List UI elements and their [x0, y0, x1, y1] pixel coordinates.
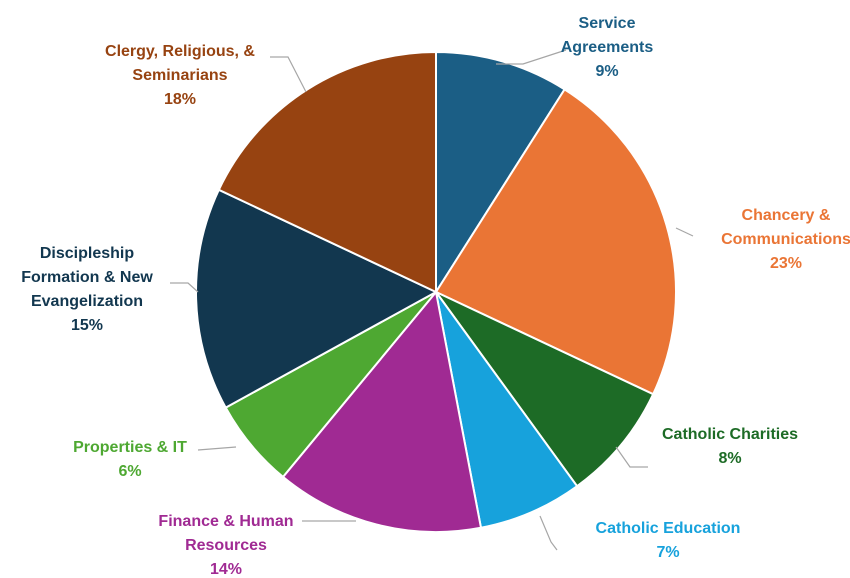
slice-category-label: Properties & IT	[73, 439, 187, 456]
slice-category-label: Seminarians	[132, 67, 227, 84]
slice-label-4: Catholic Education 7%	[596, 520, 741, 561]
slice-category-label: Clergy, Religious, &	[105, 43, 255, 60]
leader-line-1	[496, 49, 567, 65]
leader-line-3	[615, 446, 648, 468]
slice-category-label: Chancery &	[742, 207, 831, 224]
slice-category-label: Finance & Human	[158, 513, 293, 530]
slice-percent-label: 7%	[656, 544, 679, 561]
slice-labels: Service Agreements 9% Chancery & Communicati…	[21, 15, 850, 578]
slice-category-label: Evangelization	[31, 293, 143, 310]
pie-slice-4	[435, 291, 579, 529]
slice-percent-label: 23%	[770, 255, 802, 272]
pie-slice-1	[435, 50, 566, 296]
slice-percent-label: 14%	[210, 561, 242, 578]
leader-line-4	[539, 515, 558, 551]
slice-label-6: Properties & IT 6%	[73, 439, 187, 480]
slice-label-3: Catholic Charities 8%	[662, 426, 798, 467]
slice-label-8: Clergy, Religious, & Seminarians 18%	[105, 43, 255, 108]
slice-percent-label: 6%	[118, 463, 141, 480]
slice-percent-label: 9%	[595, 63, 618, 80]
pie-slice-8	[217, 50, 437, 294]
pie-slice-2	[434, 87, 677, 396]
slice-label-2: Chancery & Communications 23%	[721, 207, 850, 272]
pie-slice-7	[195, 188, 439, 409]
slice-category-label: Catholic Charities	[662, 426, 798, 443]
slice-percent-label: 15%	[71, 317, 103, 334]
leader-lines	[170, 49, 694, 551]
leader-line-2	[675, 227, 694, 237]
slice-label-5: Finance & Human Resources 14%	[158, 513, 293, 578]
slice-category-label: Formation & New	[21, 269, 153, 286]
pie-slices	[195, 50, 677, 533]
leader-line-6	[197, 446, 237, 451]
slice-category-label: Agreements	[561, 39, 654, 56]
slice-category-label: Discipleship	[40, 245, 134, 262]
slice-percent-label: 18%	[164, 91, 196, 108]
leader-line-8	[270, 56, 307, 93]
slice-label-7: Discipleship Formation & New Evangelizatio…	[21, 245, 153, 334]
leader-line-7	[170, 282, 199, 293]
slice-category-label: Service	[579, 15, 636, 32]
slice-category-label: Catholic Education	[596, 520, 741, 537]
slice-label-1: Service Agreements 9%	[561, 15, 654, 80]
pie-slice-3	[435, 291, 655, 488]
pie-slice-5	[281, 289, 483, 533]
slice-category-label: Communications	[721, 231, 850, 248]
slice-category-label: Resources	[185, 537, 267, 554]
slice-percent-label: 8%	[718, 450, 741, 467]
